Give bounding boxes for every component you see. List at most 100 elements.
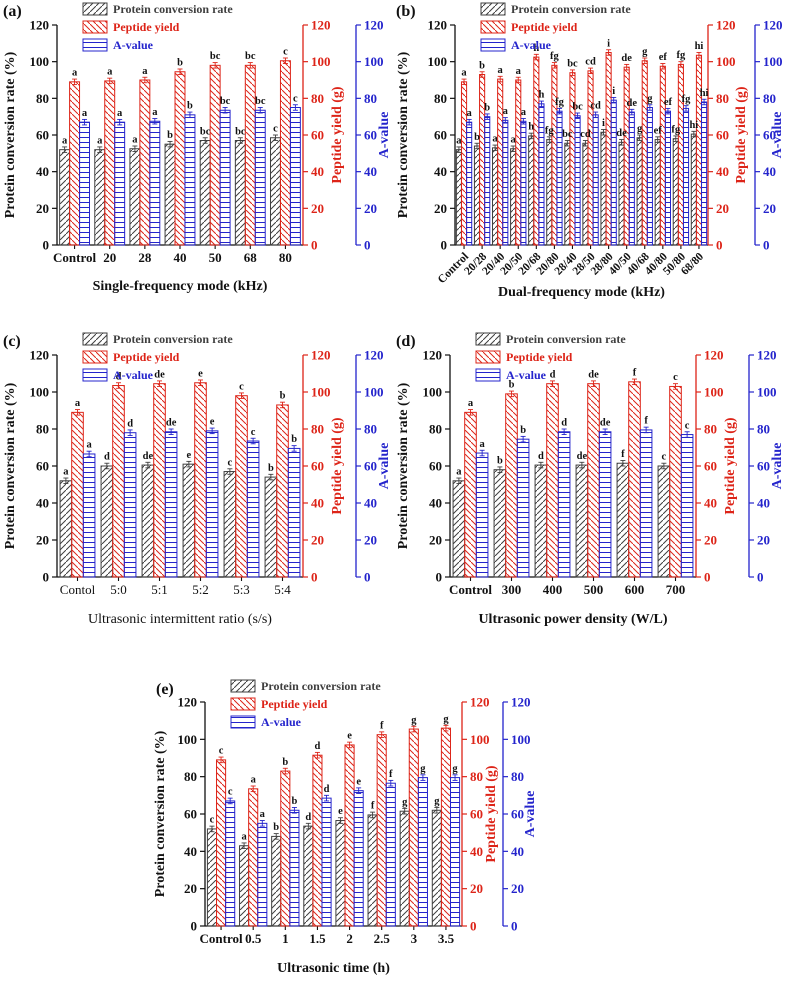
svg-text:g: g (637, 124, 643, 135)
svg-text:bc: bc (200, 126, 211, 137)
svg-text:h: h (539, 90, 545, 101)
svg-text:g: g (452, 763, 458, 774)
bar (254, 109, 266, 246)
svg-text:60: 60 (364, 128, 377, 143)
bar (654, 139, 661, 246)
svg-text:2: 2 (346, 931, 353, 946)
svg-text:Single-frequency mode (kHz): Single-frequency mode (kHz) (93, 279, 268, 294)
bar (209, 64, 221, 246)
svg-text:a: a (456, 467, 462, 478)
svg-text:0: 0 (43, 238, 50, 253)
svg-text:80: 80 (434, 91, 447, 106)
svg-text:400: 400 (543, 582, 563, 597)
bar (497, 78, 504, 246)
axes: 0 0 0 20 20 20 40 40 40 60 60 60 80 80 80 100 100 100 120 1… (30, 348, 384, 598)
svg-text:a: a (97, 135, 103, 146)
legend: Protein conversion rate Peptide yield A-va… (475, 332, 626, 382)
svg-text:Peptide yield (g): Peptide yield (g) (734, 86, 749, 184)
svg-text:120: 120 (30, 348, 50, 363)
bar (59, 480, 73, 578)
bar (367, 814, 378, 927)
svg-text:60: 60 (311, 459, 324, 474)
svg-text:g: g (434, 796, 440, 807)
svg-text:c: c (273, 124, 278, 135)
svg-text:80: 80 (311, 91, 324, 106)
svg-text:100: 100 (364, 54, 384, 69)
svg-text:28: 28 (138, 250, 152, 265)
bar (417, 777, 428, 927)
svg-text:f: f (621, 449, 625, 460)
svg-text:20: 20 (470, 881, 483, 896)
svg-text:80: 80 (704, 422, 717, 437)
svg-text:80: 80 (716, 91, 729, 106)
svg-text:g: g (411, 715, 417, 726)
legend-swatch (480, 2, 506, 16)
bar (139, 79, 151, 246)
svg-text:120: 120 (428, 18, 448, 33)
bar (516, 438, 530, 578)
svg-text:a: a (511, 135, 517, 146)
svg-text:hi: hi (689, 120, 698, 131)
bar (129, 148, 141, 246)
svg-text:Contol: Contol (60, 582, 96, 597)
bar (184, 114, 196, 246)
svg-text:c: c (228, 787, 233, 798)
svg-text:i: i (612, 86, 615, 97)
legend-swatch (82, 38, 108, 52)
bar (248, 788, 259, 927)
svg-text:Peptide yield (g): Peptide yield (g) (330, 417, 345, 515)
bar (321, 797, 332, 927)
svg-text:0: 0 (716, 238, 723, 253)
svg-text:120: 120 (716, 18, 736, 33)
svg-text:120: 120 (763, 18, 783, 33)
svg-text:bc: bc (255, 96, 266, 107)
bar (271, 835, 282, 927)
bar (600, 131, 607, 246)
legend-swatch (480, 20, 506, 34)
svg-text:g: g (420, 763, 426, 774)
bar (505, 393, 518, 578)
svg-text:a: a (152, 107, 158, 118)
bar (464, 411, 477, 578)
svg-text:300: 300 (502, 582, 522, 597)
svg-text:Protein conversion rate (%): Protein conversion rate (%) (396, 51, 411, 218)
bar (701, 101, 708, 246)
svg-text:40: 40 (511, 844, 524, 859)
svg-text:A-value: A-value (770, 112, 785, 159)
bar (690, 133, 697, 246)
chart-a-single-frequency: 0 0 0 20 20 20 40 40 40 60 60 60 80 80 80 100 100 100 120 1… (3, 2, 392, 294)
svg-text:20: 20 (184, 881, 197, 896)
bar (616, 462, 630, 578)
bar (71, 411, 84, 578)
bar (672, 138, 679, 246)
bar (575, 464, 589, 578)
bar (244, 64, 256, 246)
svg-text:g: g (402, 797, 408, 808)
svg-text:5:4: 5:4 (274, 582, 291, 597)
svg-text:Protein conversion rate (%): Protein conversion rate (%) (3, 51, 18, 218)
svg-text:cd: cd (580, 129, 591, 140)
svg-text:bc: bc (245, 51, 256, 62)
bar (199, 140, 211, 246)
svg-text:40: 40 (434, 164, 447, 179)
svg-text:5:3: 5:3 (233, 582, 250, 597)
bar (695, 54, 703, 246)
bars (455, 52, 708, 246)
svg-text:e: e (187, 450, 192, 461)
svg-text:Peptide yield: Peptide yield (506, 350, 573, 364)
svg-text:b: b (479, 60, 485, 71)
bar (264, 476, 278, 578)
bar (680, 434, 694, 578)
axes: 0 0 0 20 20 20 40 40 40 60 60 60 80 80 80 100 100 100 120 1… (178, 695, 531, 947)
svg-text:A-value: A-value (770, 443, 785, 490)
svg-text:120: 120 (704, 348, 724, 363)
svg-text:c: c (239, 381, 244, 392)
svg-text:c: c (251, 427, 256, 438)
svg-text:40: 40 (311, 164, 324, 179)
bar (636, 137, 643, 246)
panel-label: (d) (396, 333, 416, 350)
panel-label: (b) (396, 3, 416, 20)
bar (234, 140, 246, 246)
svg-text:Protein conversion rate: Protein conversion rate (261, 679, 381, 693)
error-bars (209, 724, 458, 849)
